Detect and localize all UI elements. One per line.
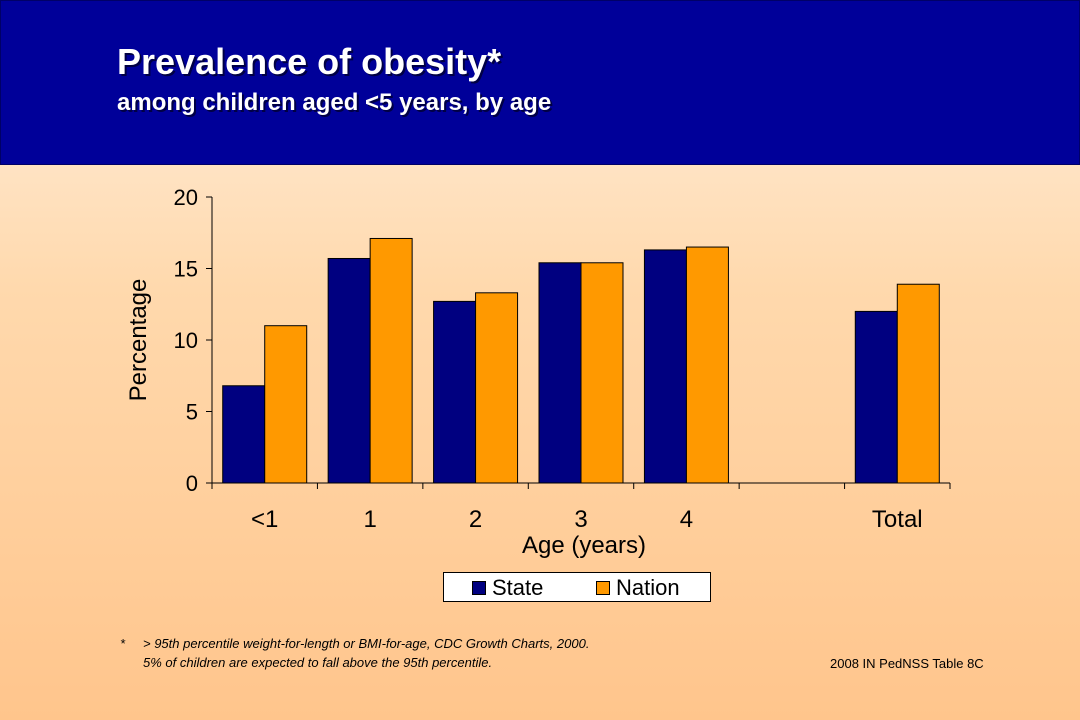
x-category-label-2: 2 [469, 506, 482, 533]
bar-state-6 [854, 310, 898, 484]
x-category-label-0: <1 [251, 506, 278, 533]
bar-nation-0 [264, 325, 308, 484]
bar-nation-3 [580, 262, 624, 484]
bar-nation-4 [685, 246, 729, 484]
footnote-marker: * [120, 636, 126, 651]
bar-state-1 [327, 257, 371, 484]
legend-item-nation: Nation [596, 575, 680, 601]
x-category-label-6: Total [872, 506, 923, 533]
bar-state-3 [538, 262, 582, 484]
bar-state-4 [643, 249, 687, 484]
footnote-line-2: 5% of children are expected to fall abov… [143, 655, 493, 670]
source-citation: 2008 IN PedNSS Table 8C [830, 656, 984, 671]
y-tick-label-0: 0 [186, 471, 198, 496]
bar-nation-1 [369, 237, 413, 484]
y-tick-label-10: 10 [174, 328, 198, 353]
x-category-label-3: 3 [574, 506, 587, 533]
bar-chart: 0 5 10 15 20 <1 1 2 3 4 Total Age (years) Percentage [125, 185, 951, 559]
legend-label-state: State [492, 575, 544, 600]
chart-title: Prevalence of obesity* [117, 41, 502, 82]
legend: State Nation [443, 572, 711, 602]
plot-area: 0 5 10 15 20 <1 1 2 3 4 Total Age (years) Percentage [125, 185, 951, 559]
bar-nation-2 [475, 292, 519, 484]
x-category-label-1: 1 [363, 506, 376, 533]
legend-label-nation: Nation [616, 575, 680, 600]
x-axis-title: Age (years) [522, 532, 646, 559]
legend-item-state: State [472, 575, 543, 601]
chart-subtitle: among children aged <5 years, by age [117, 89, 552, 116]
y-tick-label-15: 15 [174, 257, 198, 282]
legend-swatch-nation [596, 581, 610, 595]
y-tick-label-20: 20 [174, 185, 198, 210]
y-tick-label-5: 5 [186, 400, 198, 425]
bar-state-0 [222, 385, 266, 484]
bar-state-2 [433, 300, 477, 484]
title-banner: Prevalence of obesity* among children ag… [0, 0, 1080, 165]
x-category-label-4: 4 [680, 506, 693, 533]
bar-nation-6 [896, 283, 940, 484]
y-axis-title: Percentage [125, 279, 152, 402]
footnote-line-1: > 95th percentile weight-for-length or B… [143, 636, 590, 651]
legend-swatch-state [472, 581, 486, 595]
